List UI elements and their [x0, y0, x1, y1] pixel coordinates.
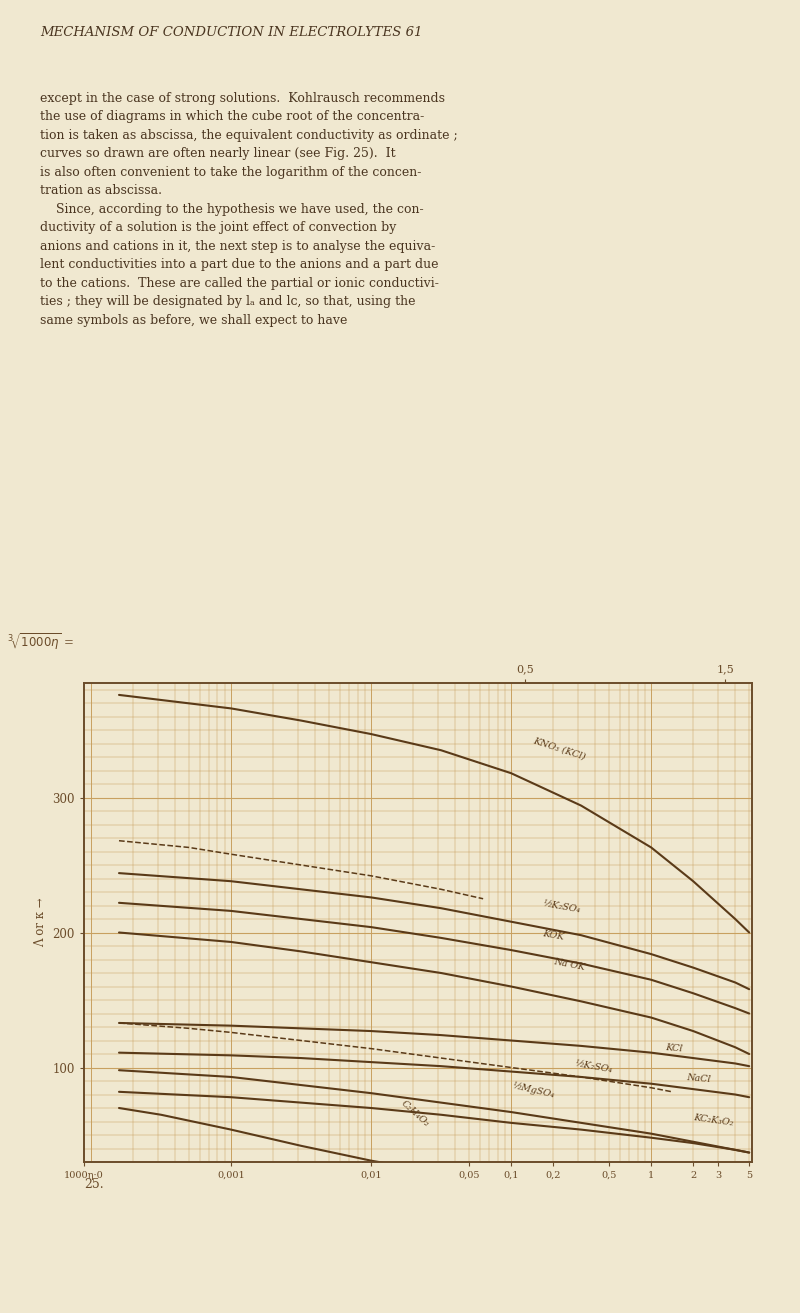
Text: KC₂K₃O₂: KC₂K₃O₂ — [693, 1113, 734, 1128]
Text: ½K₂SO₄: ½K₂SO₄ — [574, 1060, 614, 1075]
Text: MECHANISM OF CONDUCTION IN ELECTROLYTES 61: MECHANISM OF CONDUCTION IN ELECTROLYTES … — [40, 26, 422, 39]
Y-axis label: Λ or κ →: Λ or κ → — [34, 898, 47, 947]
Text: KOK: KOK — [542, 928, 565, 941]
Text: KCl: KCl — [665, 1043, 683, 1053]
Text: C₂H₄O₂: C₂H₄O₂ — [399, 1099, 430, 1129]
Text: $^3\!\sqrt{1000\eta}$ =: $^3\!\sqrt{1000\eta}$ = — [7, 630, 74, 651]
Text: ½MgSO₄: ½MgSO₄ — [511, 1081, 555, 1099]
Text: except in the case of strong solutions.  Kohlrausch recommends
the use of diagra: except in the case of strong solutions. … — [40, 92, 458, 327]
Text: ½K₂SO₄: ½K₂SO₄ — [542, 899, 581, 914]
Text: 25.: 25. — [84, 1178, 104, 1191]
Text: KNO₃ (KCl): KNO₃ (KCl) — [532, 737, 587, 762]
Text: NaCl: NaCl — [686, 1073, 711, 1085]
Text: Na OK: Na OK — [553, 957, 586, 973]
